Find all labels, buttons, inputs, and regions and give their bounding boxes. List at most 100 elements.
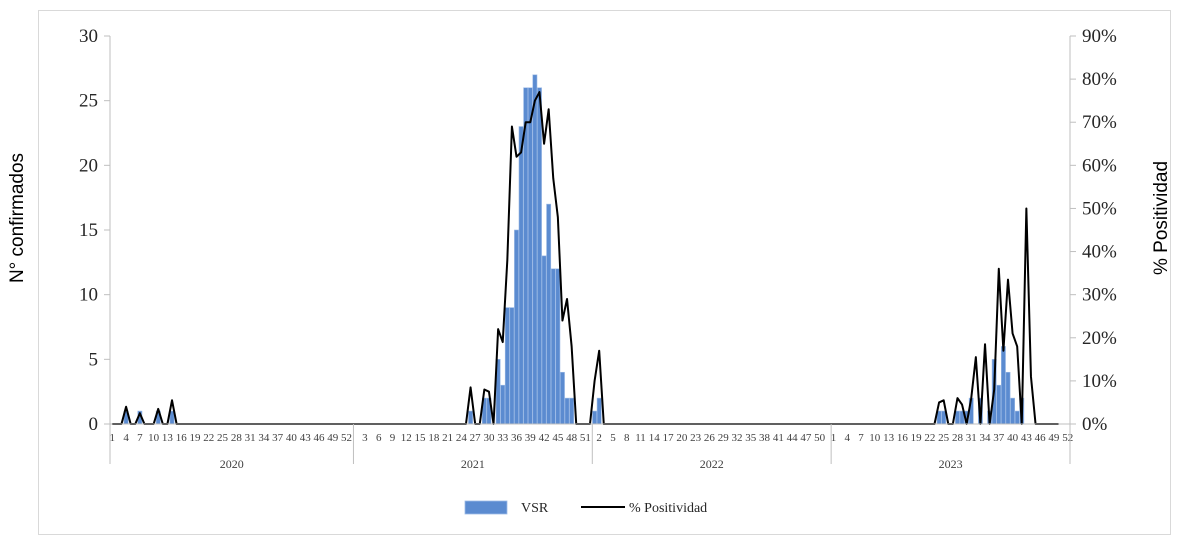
x-tick-label: 9	[390, 432, 396, 444]
x-tick-label: 2	[596, 432, 602, 444]
vsr-bar	[537, 87, 542, 425]
y-left-tick-label: 30	[79, 26, 98, 47]
x-tick-label: 17	[663, 432, 675, 444]
x-tick-label: 24	[456, 432, 468, 444]
y-right-tick-label: 10%	[1082, 371, 1117, 392]
vsr-bar	[541, 255, 547, 425]
x-tick-label: 8	[624, 432, 630, 444]
y-left-tick-label: 0	[89, 414, 99, 435]
y-left-tick-label: 20	[79, 155, 98, 176]
x-tick-label: 28	[231, 432, 243, 444]
legend-vsr-swatch	[464, 500, 508, 515]
vsr-bar	[596, 397, 602, 425]
x-tick-label: 31	[966, 432, 977, 444]
y-left-tick-label: 25	[79, 91, 98, 112]
x-tick-label: 12	[401, 432, 412, 444]
x-tick-label: 47	[800, 432, 812, 444]
x-tick-label: 19	[189, 432, 201, 444]
vsr-bar	[509, 307, 515, 425]
vsr-bar	[955, 410, 960, 425]
year-label: 2021	[461, 457, 485, 471]
x-tick-label: 5	[610, 432, 616, 444]
x-tick-label: 37	[993, 432, 1005, 444]
year-label: 2020	[220, 457, 244, 471]
y-right-tick-label: 80%	[1082, 69, 1117, 90]
x-tick-label: 1	[831, 432, 837, 444]
vsr-bar	[527, 87, 533, 425]
x-tick-label: 16	[176, 432, 188, 444]
x-tick-label: 22	[924, 432, 935, 444]
x-tick-label: 52	[341, 432, 352, 444]
y-right-tick-label: 20%	[1082, 328, 1117, 349]
y-right-tick-label: 0%	[1082, 414, 1108, 435]
y-axis-right-title: % Positividad	[1151, 161, 1172, 275]
y-left-tick-label: 10	[79, 285, 98, 306]
vsr-bar	[518, 126, 524, 425]
y-axis-left-title: N° confirmados	[7, 153, 28, 283]
y-right-tick-label: 40%	[1082, 242, 1117, 263]
x-tick-label: 27	[470, 432, 482, 444]
vsr-bar	[996, 384, 1002, 425]
x-tick-label: 20	[676, 432, 688, 444]
x-tick-label: 6	[376, 432, 382, 444]
x-tick-label: 14	[649, 432, 661, 444]
vsr-bar	[546, 203, 552, 425]
x-tick-label: 50	[814, 432, 826, 444]
x-tick-label: 45	[552, 432, 564, 444]
x-tick-label: 3	[362, 432, 368, 444]
vsr-bar	[569, 397, 575, 425]
y-right-tick-label: 50%	[1082, 198, 1117, 219]
x-tick-label: 46	[1035, 432, 1047, 444]
year-label: 2023	[939, 457, 963, 471]
year-label: 2022	[700, 457, 724, 471]
legend-positividad-label: % Positividad	[629, 501, 707, 516]
vsr-bar	[514, 229, 519, 425]
x-tick-label: 35	[745, 432, 757, 444]
vsr-bar	[564, 397, 570, 425]
y-right-tick-label: 70%	[1082, 112, 1117, 133]
x-tick-label: 52	[1062, 432, 1073, 444]
x-tick-label: 32	[731, 432, 742, 444]
x-tick-label: 21	[442, 432, 453, 444]
positividad-line	[112, 91, 1059, 425]
vsr-bar	[1010, 397, 1015, 425]
x-tick-label: 43	[300, 432, 312, 444]
y-left-tick-label: 15	[79, 220, 98, 241]
x-tick-label: 49	[327, 432, 339, 444]
vsr-bar	[592, 410, 598, 425]
vsr-bar	[532, 74, 538, 425]
vsr-bar	[1005, 371, 1011, 425]
vsr-bar	[468, 410, 473, 425]
x-tick-label: 10	[869, 432, 881, 444]
x-tick-label: 4	[844, 432, 850, 444]
x-tick-label: 1	[110, 432, 116, 444]
x-tick-label: 38	[759, 432, 771, 444]
x-tick-label: 44	[787, 432, 799, 444]
x-tick-label: 30	[483, 432, 495, 444]
x-tick-label: 18	[428, 432, 440, 444]
x-tick-label: 7	[858, 432, 864, 444]
x-tick-label: 34	[980, 432, 992, 444]
x-tick-label: 36	[511, 432, 523, 444]
x-tick-label: 10	[148, 432, 160, 444]
vsr-bar	[504, 307, 510, 425]
x-tick-label: 28	[952, 432, 964, 444]
x-tick-label: 23	[690, 432, 702, 444]
chart-frame	[38, 10, 1171, 535]
x-tick-label: 46	[313, 432, 325, 444]
x-tick-label: 13	[162, 432, 174, 444]
x-tick-label: 4	[123, 432, 129, 444]
x-tick-label: 31	[245, 432, 256, 444]
x-tick-label: 37	[272, 432, 284, 444]
x-tick-label: 40	[286, 432, 298, 444]
x-tick-label: 19	[911, 432, 923, 444]
x-tick-label: 25	[938, 432, 950, 444]
x-tick-label: 7	[137, 432, 143, 444]
vsr-bar	[1014, 410, 1020, 425]
vsr-bar	[550, 268, 556, 425]
x-tick-label: 16	[897, 432, 909, 444]
x-tick-label: 42	[539, 432, 550, 444]
vsr-bar	[500, 384, 506, 425]
x-tick-label: 40	[1007, 432, 1019, 444]
